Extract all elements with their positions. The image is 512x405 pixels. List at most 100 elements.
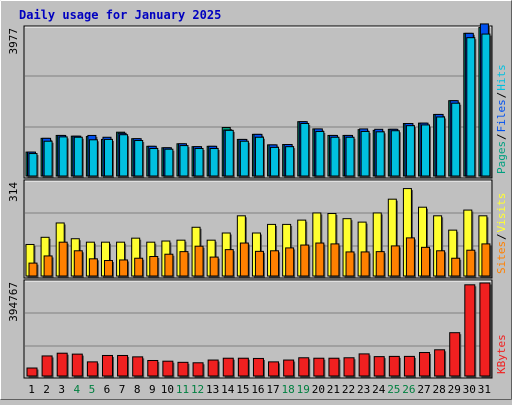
x-tick-label: 22 xyxy=(342,383,355,396)
bar-sites xyxy=(421,246,431,277)
bar-sites xyxy=(330,243,340,277)
panel-kbytes: 394767 KBytes xyxy=(7,279,508,379)
bar-kbytes xyxy=(252,357,264,377)
legend: Sites/Visits xyxy=(495,193,508,274)
bar-kbytes xyxy=(26,367,38,377)
x-tick-label: 2 xyxy=(43,383,50,396)
bar-sites xyxy=(481,243,491,277)
x-tick-label: 27 xyxy=(417,383,430,396)
x-tick-label: 18 xyxy=(282,383,295,396)
bar-sites xyxy=(345,251,355,277)
x-tick-label: 19 xyxy=(297,383,310,396)
legend-entry: Pages xyxy=(495,141,508,174)
bar-kbytes xyxy=(419,352,431,377)
x-tick-label: 25 xyxy=(387,383,400,396)
bar-kbytes xyxy=(207,359,219,377)
bar-hits xyxy=(254,136,264,177)
bar-hits xyxy=(390,130,400,177)
bar-hits xyxy=(134,140,144,177)
chart-panels: 3977Pages/Files/Hits314Sites/Visits39476… xyxy=(7,23,508,379)
bars xyxy=(25,23,492,178)
bar-hits xyxy=(239,140,249,177)
legend-entry: / xyxy=(495,233,508,240)
bar-kbytes xyxy=(298,357,310,377)
bar-hits xyxy=(285,146,295,177)
bar-hits xyxy=(179,145,189,177)
x-tick-label: 21 xyxy=(327,383,340,396)
x-tick-label: 26 xyxy=(402,383,415,396)
x-axis-day-labels: 1 2 3 4 5 6 7 8 9 10 11 12 13 14 15 16 17 18 19 20 21 22 23 24 2… xyxy=(28,383,491,396)
bar-kbytes xyxy=(132,356,144,377)
bar-hits xyxy=(103,138,113,177)
x-tick-label: 11 xyxy=(176,383,189,396)
bar-kbytes xyxy=(403,355,415,377)
bar-sites xyxy=(194,245,204,277)
bar-kbytes xyxy=(41,355,53,377)
bar-kbytes xyxy=(388,355,400,377)
bar-hits xyxy=(224,129,234,177)
x-tick-label: 6 xyxy=(104,383,111,396)
bar-sites xyxy=(285,247,295,277)
legend-entry: Hits xyxy=(495,64,508,91)
bar-kbytes xyxy=(192,362,204,377)
bar-hits xyxy=(270,146,280,177)
y-max-label: 314 xyxy=(7,182,20,202)
bar-kbytes xyxy=(147,359,159,377)
x-tick-label: 1 xyxy=(28,383,35,396)
legend-entry: Files xyxy=(495,99,508,132)
x-tick-label: 17 xyxy=(266,383,279,396)
legend-entry: / xyxy=(495,92,508,99)
chart-title: Daily usage for January 2025 xyxy=(19,8,221,22)
x-tick-label: 16 xyxy=(251,383,264,396)
bar-kbytes xyxy=(268,361,280,377)
x-tick-label: 9 xyxy=(149,383,156,396)
bar-kbytes xyxy=(162,360,174,377)
bar-sites xyxy=(28,262,38,277)
bar-sites xyxy=(239,242,249,277)
bar-sites xyxy=(436,250,446,277)
x-tick-label: 15 xyxy=(236,383,249,396)
bar-kbytes xyxy=(328,357,340,377)
bar-kbytes xyxy=(222,357,234,377)
x-tick-label: 30 xyxy=(463,383,476,396)
panel-visits-sites: 314 Sites/Visits xyxy=(7,179,508,279)
bar-kbytes xyxy=(101,354,113,377)
bar-sites xyxy=(119,259,129,277)
bar-hits xyxy=(330,136,340,177)
bar-hits xyxy=(164,148,174,177)
bar-sites xyxy=(375,251,385,277)
bar-kbytes xyxy=(373,356,385,377)
x-tick-label: 12 xyxy=(191,383,204,396)
bar-hits xyxy=(58,136,68,177)
bar-hits xyxy=(375,131,385,177)
bar-sites xyxy=(451,257,461,277)
x-tick-label: 14 xyxy=(221,383,235,396)
bar-hits xyxy=(73,136,83,177)
bar-hits xyxy=(43,140,53,177)
bar-kbytes xyxy=(237,357,249,377)
bar-sites xyxy=(254,250,264,277)
bar-kbytes xyxy=(434,349,446,377)
x-tick-label: 28 xyxy=(432,383,445,396)
bar-hits xyxy=(28,153,38,177)
bar-hits xyxy=(300,122,310,177)
x-tick-label: 29 xyxy=(448,383,461,396)
bar-hits xyxy=(209,147,219,177)
bar-hits xyxy=(421,124,431,177)
bar-hits xyxy=(481,33,491,177)
bar-hits xyxy=(315,130,325,177)
x-tick-label: 31 xyxy=(478,383,491,396)
bar-kbytes xyxy=(358,353,370,377)
x-tick-label: 5 xyxy=(89,383,96,396)
bar-hits xyxy=(405,125,415,177)
y-max-label: 3977 xyxy=(7,28,20,55)
bar-sites xyxy=(134,257,144,277)
bar-hits xyxy=(88,139,98,177)
legend-entry: Sites xyxy=(495,241,508,274)
legend-entry: / xyxy=(495,133,508,140)
bar-hits xyxy=(345,136,355,177)
bar-hits xyxy=(194,147,204,177)
legend: KBytes xyxy=(495,334,508,374)
